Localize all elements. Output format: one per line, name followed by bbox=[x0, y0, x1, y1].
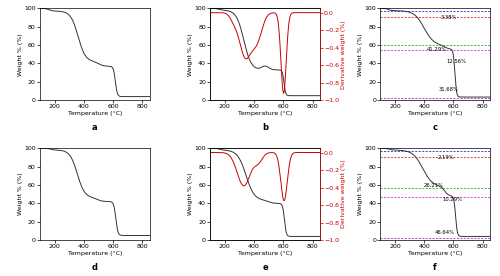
Text: e: e bbox=[262, 262, 268, 272]
Text: 12.56%: 12.56% bbox=[446, 59, 466, 63]
X-axis label: Temperature (°C): Temperature (°C) bbox=[238, 111, 292, 116]
Y-axis label: Weight % (%): Weight % (%) bbox=[18, 173, 23, 216]
Text: b: b bbox=[262, 123, 268, 132]
Y-axis label: Weight % (%): Weight % (%) bbox=[188, 173, 193, 216]
Text: c: c bbox=[432, 123, 438, 132]
Text: 2.19%: 2.19% bbox=[438, 155, 454, 160]
Text: 41.29%: 41.29% bbox=[426, 47, 446, 52]
Text: a: a bbox=[92, 123, 98, 132]
X-axis label: Temperature (°C): Temperature (°C) bbox=[408, 251, 463, 256]
Text: 3.38%: 3.38% bbox=[440, 15, 457, 20]
Text: 31.68%: 31.68% bbox=[438, 87, 458, 92]
Text: d: d bbox=[92, 262, 98, 272]
Y-axis label: Derivative weight (%): Derivative weight (%) bbox=[340, 160, 345, 229]
Y-axis label: Weight % (%): Weight % (%) bbox=[358, 173, 363, 216]
Y-axis label: Weight % (%): Weight % (%) bbox=[358, 33, 363, 76]
X-axis label: Temperature (°C): Temperature (°C) bbox=[408, 111, 463, 116]
Y-axis label: Derivative weight (%): Derivative weight (%) bbox=[340, 20, 345, 89]
Text: 26.21%: 26.21% bbox=[424, 183, 444, 188]
X-axis label: Temperature (°C): Temperature (°C) bbox=[68, 251, 122, 256]
Text: f: f bbox=[433, 262, 437, 272]
Text: 10.29%: 10.29% bbox=[443, 198, 463, 203]
Text: 46.64%: 46.64% bbox=[435, 230, 455, 235]
Y-axis label: Weight % (%): Weight % (%) bbox=[188, 33, 193, 76]
X-axis label: Temperature (°C): Temperature (°C) bbox=[238, 251, 292, 256]
X-axis label: Temperature (°C): Temperature (°C) bbox=[68, 111, 122, 116]
Y-axis label: Weight % (%): Weight % (%) bbox=[18, 33, 23, 76]
